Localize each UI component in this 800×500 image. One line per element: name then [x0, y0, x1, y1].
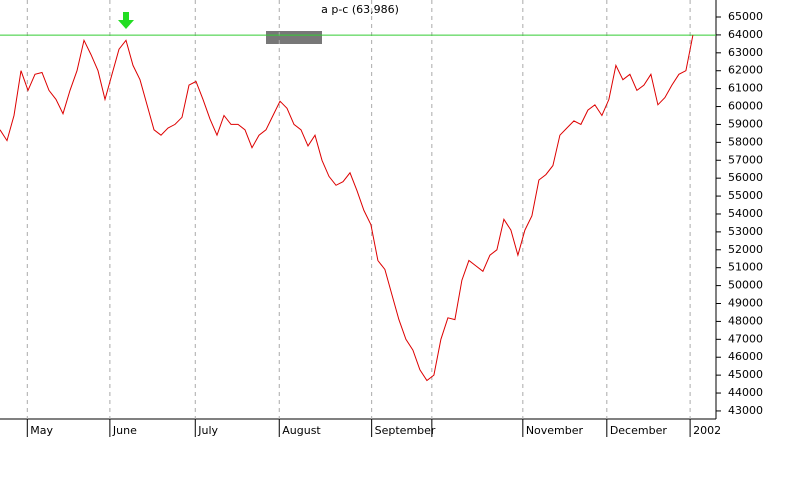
y-tick-label: 60000 [728, 100, 763, 113]
y-tick-label: 61000 [728, 82, 763, 95]
x-tick-label: November [526, 424, 584, 437]
y-tick-label: 47000 [728, 332, 763, 345]
y-tick-label: 54000 [728, 207, 763, 220]
y-tick-label: 53000 [728, 225, 763, 238]
data-line [0, 35, 694, 382]
y-tick-label: 65000 [728, 10, 763, 23]
y-tick-label: 49000 [728, 297, 763, 310]
y-tick-label: 59000 [728, 117, 763, 130]
y-tick-label: 58000 [728, 135, 763, 148]
y-tick-label: 45000 [728, 368, 763, 381]
y-tick-label: 51000 [728, 261, 763, 274]
y-tick-label: 43000 [728, 404, 763, 417]
x-tick-label: 2002 [693, 424, 721, 437]
x-tick-label: December [610, 424, 668, 437]
y-tick-label: 50000 [728, 279, 763, 292]
x-tick-label: May [30, 424, 53, 437]
y-tick-label: 62000 [728, 64, 763, 77]
y-tick-label: 55000 [728, 189, 763, 202]
y-tick-label: 56000 [728, 171, 763, 184]
y-tick-label: 63000 [728, 46, 763, 59]
y-tick-label: 64000 [728, 28, 763, 41]
chart-title: a p-c (63,986) [321, 3, 399, 16]
y-tick-label: 57000 [728, 153, 763, 166]
x-tick-label: August [282, 424, 321, 437]
x-tick-label: September [375, 424, 436, 437]
annotation-box [266, 31, 322, 44]
arrow-marker [118, 12, 134, 29]
y-tick-label: 44000 [728, 386, 763, 399]
y-tick-label: 52000 [728, 243, 763, 256]
x-tick-label: June [112, 424, 137, 437]
y-tick-label: 48000 [728, 314, 763, 327]
y-tick-label: 46000 [728, 350, 763, 363]
x-tick-label: July [197, 424, 218, 437]
